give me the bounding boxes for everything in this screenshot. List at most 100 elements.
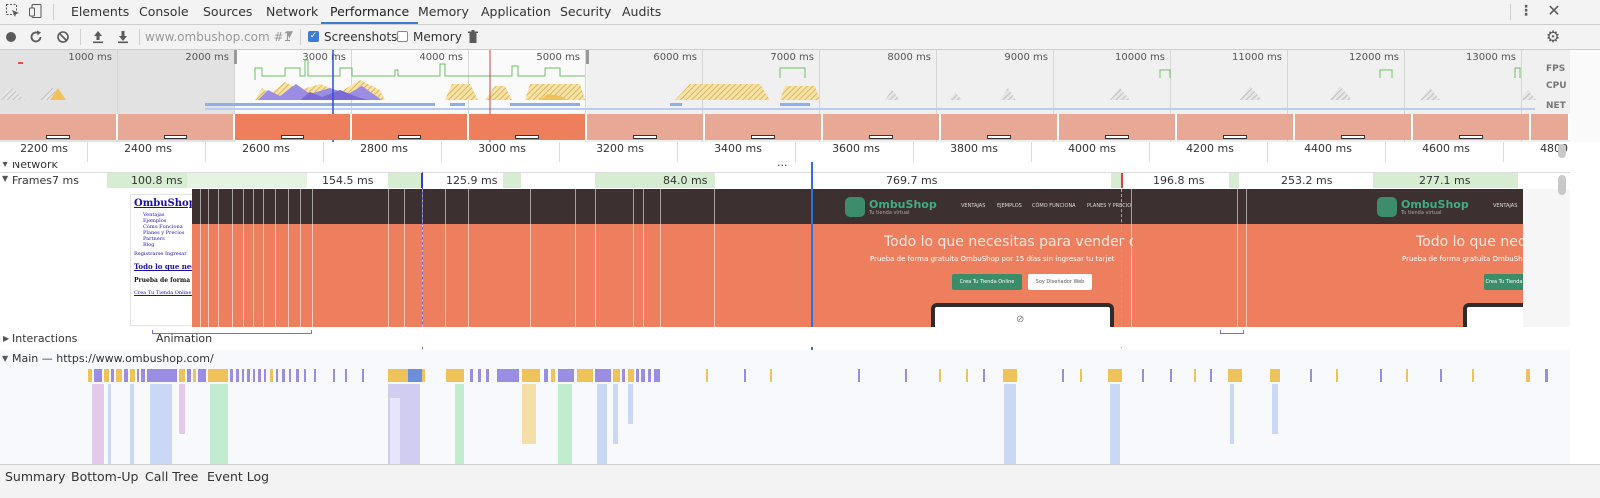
device-toolbar-icon[interactable]	[28, 3, 44, 19]
tab-audits[interactable]: Audits	[622, 4, 662, 19]
frame-boundary	[275, 189, 276, 327]
tracks-scrollbar-thumb[interactable]	[1558, 175, 1566, 195]
frame-boundary	[232, 189, 233, 327]
animation-range-bracket[interactable]	[152, 330, 312, 334]
network-track-header[interactable]: ▼ Network ...	[0, 162, 1570, 173]
overview-tick-label: 2000 ms	[185, 52, 229, 63]
frame-boundary	[468, 189, 469, 327]
frame-block[interactable]	[388, 173, 423, 188]
frame-boundary	[1131, 189, 1132, 327]
ruler-tick-label: 3600 ms	[832, 142, 880, 155]
memory-checkbox[interactable]	[397, 31, 408, 42]
tab-event-log[interactable]: Event Log	[207, 469, 270, 484]
tab-network[interactable]: Network	[266, 4, 319, 19]
frame-block[interactable]	[1111, 173, 1121, 188]
frame-boundary	[404, 189, 405, 327]
screenshot-thumbnail	[118, 114, 235, 140]
frame-block[interactable]	[187, 173, 307, 188]
frame-boundary	[263, 189, 264, 327]
resize-handle-icon[interactable]: ...	[777, 162, 788, 169]
tab-security[interactable]: Security	[560, 4, 612, 19]
collapse-triangle-icon[interactable]: ▼	[2, 354, 9, 363]
overview-gridline	[1404, 50, 1405, 142]
tab-call-tree[interactable]: Call Tree	[145, 469, 199, 484]
tab-performance[interactable]: Performance	[321, 0, 419, 24]
frame-block[interactable]	[595, 173, 715, 188]
frame-block[interactable]	[107, 173, 187, 188]
inspect-element-icon[interactable]	[5, 3, 21, 19]
overview-tick-label: 11000 ms	[1232, 52, 1282, 63]
frame-block[interactable]	[1229, 173, 1239, 188]
trash-icon[interactable]	[465, 29, 481, 45]
frame-boundary	[1246, 189, 1247, 327]
ruler-gridline	[559, 142, 560, 162]
frame-boundary	[312, 189, 313, 327]
ruler-gridline	[87, 142, 88, 162]
tab-sources[interactable]: Sources	[203, 4, 253, 19]
tab-summary[interactable]: Summary	[5, 469, 66, 484]
reload-record-icon[interactable]	[28, 29, 44, 45]
overview-gridline	[117, 50, 118, 142]
frame-block[interactable]	[1373, 173, 1518, 188]
save-profile-icon[interactable]	[115, 29, 131, 45]
recording-select[interactable]: www.ombushop.com #1 ▼	[145, 30, 295, 44]
screenshot-thumbnail	[587, 114, 705, 140]
frame-duration-label: 277.1 ms	[1419, 174, 1471, 187]
unstyled-link: Ejemplos	[143, 218, 167, 224]
overview-gridline	[1287, 50, 1288, 142]
settings-gear-icon[interactable]: ⚙	[1545, 27, 1561, 46]
tab-memory[interactable]: Memory	[418, 4, 469, 19]
frames-filmstrip: OmbuShop Ventajas Ejemplos Cómo Funciona…	[0, 189, 1570, 327]
collapse-triangle-icon[interactable]: ▼	[2, 174, 9, 183]
overview-gridline	[234, 50, 235, 142]
unstyled-title: OmbuShop	[134, 198, 194, 209]
frame-duration-label: 253.2 ms	[1281, 174, 1333, 187]
hero-cta-secondary: Soy Diseñador Web	[1028, 274, 1092, 290]
expand-triangle-icon[interactable]: ▶	[3, 334, 10, 343]
more-options-icon[interactable]: ⋮	[1519, 3, 1533, 19]
overview-tick-label: 8000 ms	[887, 52, 931, 63]
frame-boundary	[253, 189, 254, 327]
tab-console[interactable]: Console	[139, 4, 189, 19]
animation-range-bracket[interactable]	[1220, 330, 1244, 334]
main-track-header[interactable]: ▼ Main — https://www.ombushop.com/	[0, 350, 1570, 368]
filmstrip-empty-area	[1523, 224, 1570, 327]
overview-tick-label: 13000 ms	[1466, 52, 1516, 63]
ruler-tick-label: 2200 ms	[20, 142, 68, 155]
close-icon[interactable]: ✕	[1547, 1, 1561, 20]
hero-cta-primary: Crea Tu Tienda Online	[952, 274, 1022, 290]
ruler-tick-label: 3800 ms	[950, 142, 998, 155]
main-flame-chart[interactable]	[0, 368, 1570, 464]
overview-tick-label: 10000 ms	[1115, 52, 1165, 63]
screenshot-thumbnail	[823, 114, 941, 140]
screenshot-thumbnail	[1413, 114, 1531, 140]
load-profile-icon[interactable]	[90, 29, 106, 45]
ruler-scrollbar-thumb[interactable]	[1558, 144, 1566, 158]
time-ruler: 2200 ms 2400 ms 2600 ms 2800 ms 3000 ms …	[0, 142, 1588, 163]
frame-boundary	[200, 189, 201, 327]
unstyled-subline: Prueba de forma gr	[134, 277, 194, 284]
tab-bottom-up[interactable]: Bottom-Up	[71, 469, 139, 484]
laptop-mockup-image	[931, 303, 1114, 327]
track-scroll-gutter	[1570, 142, 1600, 464]
timeline-overview[interactable]: 1000 ms 2000 ms 3000 ms 4000 ms 5000 ms …	[0, 50, 1570, 142]
ruler-gridline	[913, 142, 914, 162]
overview-tick-label: 12000 ms	[1349, 52, 1399, 63]
frame-duration-label: 154.5 ms	[322, 174, 374, 187]
screenshot-thumbnail	[352, 114, 469, 140]
record-icon[interactable]	[3, 29, 19, 45]
frame-block[interactable]	[503, 173, 521, 188]
screenshot-thumbnail	[705, 114, 823, 140]
ombushop-tagline: Tu tienda virtual	[1401, 210, 1442, 216]
frame-boundary	[288, 189, 289, 327]
ruler-tick-label: 4400 ms	[1304, 142, 1352, 155]
ombushop-logo-icon	[845, 197, 865, 217]
frame-duration-label: 769.7 ms	[886, 174, 938, 187]
tab-application[interactable]: Application	[481, 4, 551, 19]
unstyled-link: Ventajas	[143, 212, 165, 218]
screenshots-checkbox[interactable]: ✓	[308, 31, 319, 42]
clear-icon[interactable]	[55, 29, 71, 45]
tab-elements[interactable]: Elements	[71, 4, 130, 19]
ruler-tick-label: 3400 ms	[714, 142, 762, 155]
frame-boundary	[530, 189, 531, 327]
